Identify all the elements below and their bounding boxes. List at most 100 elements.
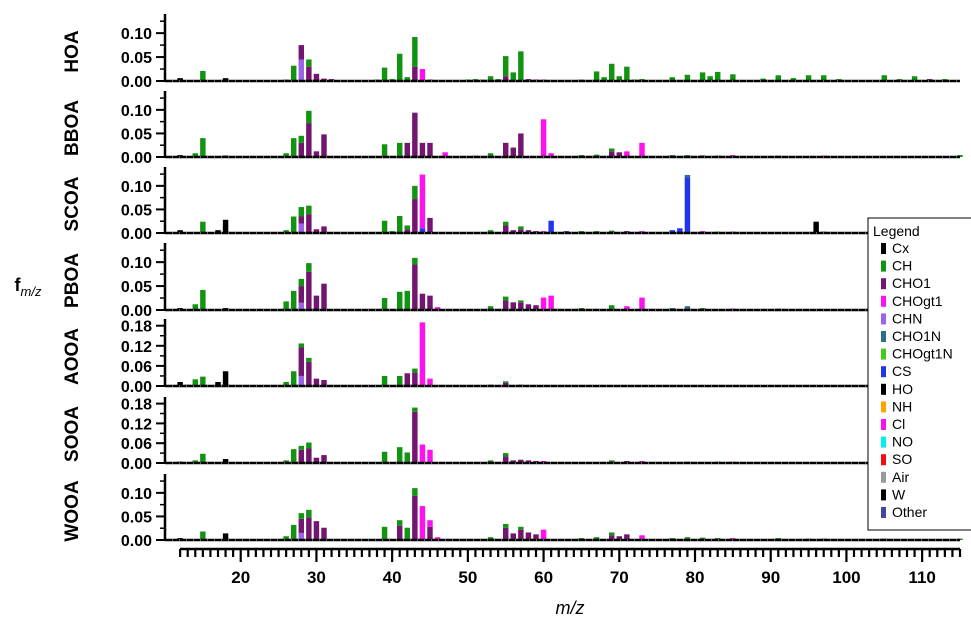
bar-wooa-mz53-ch: [487, 537, 494, 540]
legend-label-cl: Cl: [892, 416, 905, 432]
bar-sooa-mz18-ho: [222, 459, 229, 463]
x-axis-title: m/z: [556, 598, 585, 618]
bar-bboa-mz39-ch: [381, 144, 388, 157]
legend-label-cx: Cx: [892, 240, 909, 256]
bar-hoa-mz97-ch: [820, 75, 827, 81]
legend-swatch-ho: [881, 383, 886, 395]
bar-hoa-mz43-cho1: [412, 66, 418, 81]
bar-wooa-mz57-cho1: [518, 529, 524, 540]
bar-wooa-mz69-cho1: [608, 535, 615, 540]
legend-swatch-cs: [881, 366, 886, 378]
panel-scoa: 0.10 0.05 0.00 SCOA: [62, 167, 960, 243]
bar-hoa-mz29-ch: [306, 59, 312, 67]
bar-hoa-mz85-ch: [730, 74, 736, 81]
bar-sooa-mz26-ch: [283, 460, 289, 463]
y-tick-label: 0.00: [121, 303, 152, 320]
x-tick-label: 50: [458, 568, 477, 587]
legend-label-cho1: CHO1: [892, 275, 931, 291]
legend-swatch-cho1: [881, 278, 886, 290]
bar-hoa-mz29-cho1: [306, 66, 312, 81]
bar-wooa-mz28-cho1: [298, 518, 305, 533]
bar-scoa-mz96-w: [813, 221, 819, 233]
x-tick-label: 30: [307, 568, 326, 587]
bar-wooa-mz43-ch: [412, 488, 418, 496]
legend-swatch-so: [881, 454, 886, 466]
legend-label-nh: NH: [892, 398, 912, 414]
bar-pboa-mz43-cho1: [412, 264, 418, 310]
y-tick-label: 0.10: [121, 26, 152, 43]
bar-pboa-mz28-chn: [298, 302, 305, 310]
bar-aooa-mz39-ch: [381, 375, 388, 386]
bar-wooa-mz27-ch: [290, 524, 297, 540]
bar-scoa-mz17-ho: [215, 230, 221, 233]
bar-wooa-mz29-cho1: [306, 517, 312, 540]
panel-wooa: 0.10 0.05 0.00 WOOA: [62, 474, 963, 550]
y-tick-label: 0.00: [121, 456, 152, 473]
bar-wooa-mz60-chogt1: [540, 529, 547, 540]
bar-hoa-mz43-ch: [412, 36, 418, 67]
bar-bboa-mz47-chogt1: [442, 152, 448, 157]
bar-wooa-mz43-cho1: [412, 495, 418, 540]
bar-wooa-mz26-ch: [283, 536, 289, 540]
bar-pboa-mz31-cho1: [321, 283, 327, 310]
bar-wooa-mz15-ch: [200, 531, 206, 540]
bar-hoa-mz105-ch: [881, 75, 888, 81]
bar-wooa-mz70-cho1: [616, 536, 623, 540]
legend-label-cho1n: CHO1N: [892, 328, 941, 344]
y-tick-label: 0.00: [121, 74, 152, 91]
legend-swatch-other: [881, 507, 886, 518]
bar-bboa-mz60-chogt1: [540, 119, 547, 157]
bar-aooa-mz17-ho: [215, 381, 221, 386]
bar-wooa-mz42-ch: [404, 527, 411, 540]
bar-wooa-mz41-ch: [396, 520, 403, 526]
bar-scoa-mz29-ch: [306, 205, 312, 215]
bar-sooa-mz28-ch: [298, 445, 305, 450]
bar-hoa-mz15-ch: [200, 70, 206, 81]
bar-bboa-mz71-chogt1: [624, 151, 630, 157]
bar-pboa-mz29-cho1: [306, 271, 312, 310]
bar-scoa-mz58-cho1: [525, 230, 532, 233]
bar-wooa-mz59-cho1: [533, 534, 539, 540]
bar-scoa-mz79-cho1n: [684, 175, 691, 178]
bar-scoa-mz44-chogt1: [419, 174, 426, 229]
panel-sooa: 0.18 0.12 0.06 0.00 SOOA: [62, 397, 960, 473]
x-axis: 20 30 40 50 60 70 80 90 100 110: [179, 547, 962, 587]
bar-hoa-mz41-ch: [396, 53, 403, 81]
bar-aooa-mz29-cho1: [306, 361, 312, 386]
y-axis-title: fm/z: [15, 275, 42, 299]
legend-swatch-nh: [881, 401, 886, 413]
bar-aooa-mz43-cho1: [412, 372, 418, 386]
bar-scoa-mz57-cho1: [518, 229, 524, 233]
bar-pboa-mz26-ch: [283, 301, 289, 310]
bar-scoa-mz43-cho1: [412, 199, 418, 233]
legend-label-air: Air: [892, 469, 909, 485]
bar-pboa-mz79-cho1n: [684, 306, 691, 310]
x-tick-label: 60: [534, 568, 553, 587]
bar-sooa-mz29-cho1: [306, 448, 312, 463]
bar-hoa-mz95-ch: [805, 75, 812, 81]
panel-label-hoa: HOA: [62, 30, 83, 73]
bar-sooa-mz55-ch: [502, 453, 509, 457]
bar-hoa-mz28-cho1: [298, 45, 305, 60]
bar-pboa-mz69-ch: [608, 305, 615, 310]
legend-swatch-chogt1: [881, 295, 886, 307]
bar-scoa-mz15-ch: [200, 221, 206, 233]
bar-hoa-mz30-cho1: [313, 73, 320, 81]
axis-titles: fm/z m/z: [15, 275, 585, 618]
bar-pboa-mz71-chogt1: [624, 306, 630, 310]
bar-sooa-mz57-cho1: [518, 459, 524, 463]
bar-scoa-mz12-cx: [177, 230, 183, 233]
bar-wooa-mz79-ch: [684, 537, 691, 540]
bar-aooa-mz18-ho: [222, 371, 229, 386]
y-tick-label: 0.00: [121, 379, 152, 396]
bar-scoa-mz79-cs: [684, 177, 691, 233]
bar-bboa-mz69-cho1: [608, 151, 615, 157]
bar-bboa-mz56-cho1: [510, 147, 517, 157]
bar-pboa-mz53-ch: [487, 306, 494, 310]
legend-swatch-no: [881, 436, 886, 448]
bar-pboa-mz58-cho1: [525, 304, 532, 310]
panel-label-scoa: SCOA: [62, 176, 83, 231]
bar-hoa-mz56-ch: [510, 72, 517, 81]
bar-pboa-mz39-ch: [381, 298, 388, 310]
